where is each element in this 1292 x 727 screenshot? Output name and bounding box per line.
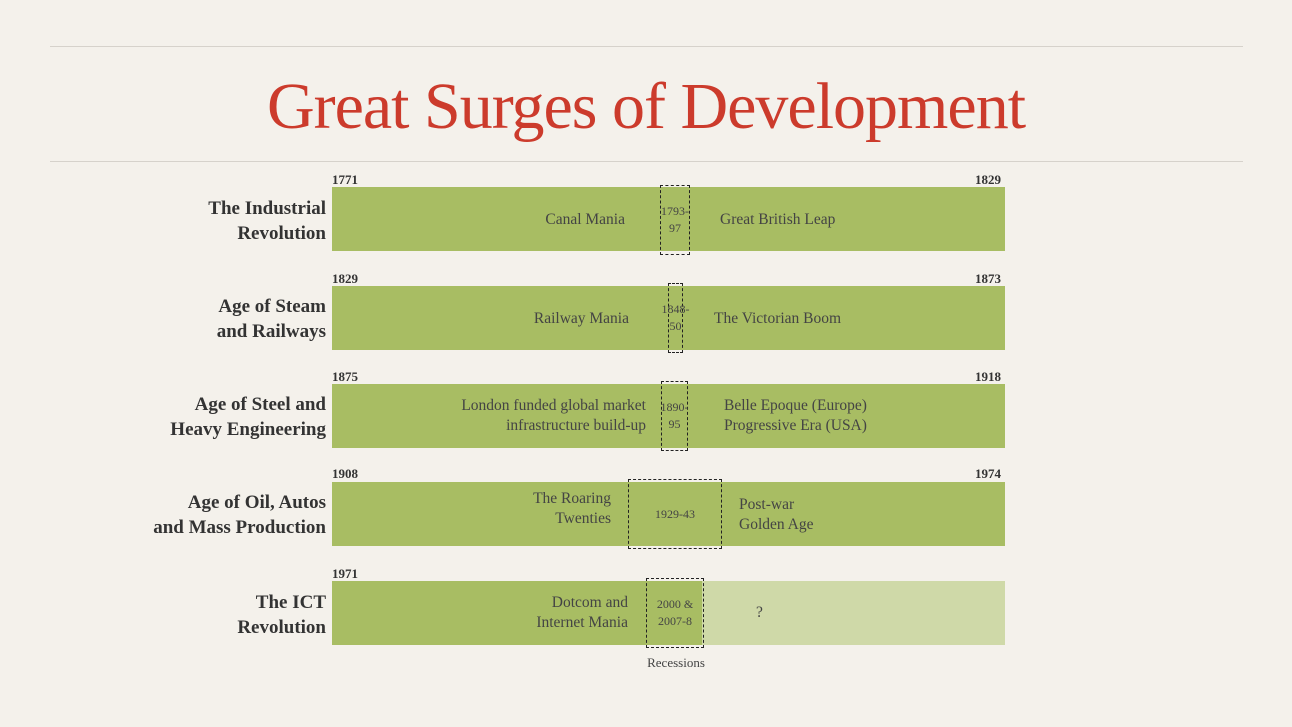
- surge-bar: [332, 187, 1005, 251]
- text-line: infrastructure build-up: [506, 417, 646, 434]
- text-line: The Roaring: [533, 490, 611, 507]
- surge-label: Age of Steel and Heavy Engineering: [46, 392, 326, 442]
- text-line: Railway Mania: [533, 310, 629, 327]
- surge-bar: [332, 384, 1005, 448]
- deployment-phase-text: The Victorian Boom: [714, 309, 841, 329]
- start-year: 1875: [332, 369, 358, 384]
- surge-bar: [332, 482, 1005, 546]
- text-line: Golden Age: [739, 516, 814, 533]
- surge-label: Age of Steam and Railways: [46, 294, 326, 344]
- installation-phase-text: London funded global market infrastructu…: [326, 396, 646, 436]
- end-year: 1829: [975, 172, 1001, 187]
- text-line: Belle Epoque (Europe): [724, 397, 867, 414]
- title-underline: [50, 161, 1243, 162]
- surge-bar: [332, 581, 1005, 645]
- surge-label-line: Age of Steam: [218, 296, 326, 317]
- recession-line: 95: [668, 417, 681, 431]
- text-line: The Victorian Boom: [714, 310, 842, 327]
- deployment-phase-text: Great British Leap: [720, 210, 835, 230]
- surge-label: The ICT Revolution: [46, 590, 326, 640]
- surge-label-line: and Railways: [216, 321, 326, 342]
- text-line: ?: [756, 604, 763, 621]
- surge-label: The Industrial Revolution: [46, 196, 326, 246]
- end-year: 1918: [975, 369, 1001, 384]
- surge-label-line: Age of Steel and: [194, 394, 326, 415]
- start-year: 1829: [332, 271, 358, 286]
- recession-line: 97: [669, 221, 681, 235]
- installation-phase-text: Canal Mania: [325, 210, 625, 230]
- installation-phase-text: The Roaring Twenties: [361, 489, 611, 529]
- recession-line: 2007-8: [658, 614, 692, 628]
- end-year: 1974: [975, 466, 1001, 481]
- end-year: 1873: [975, 271, 1001, 286]
- text-line: Twenties: [555, 510, 611, 527]
- deployment-phase-text: ?: [756, 603, 763, 623]
- text-line: Progressive Era (USA): [724, 417, 867, 434]
- surge-label: Age of Oil, Autos and Mass Production: [46, 490, 326, 540]
- surge-label-line: Age of Oil, Autos: [187, 492, 326, 513]
- recessions-caption: Recessions: [647, 655, 705, 670]
- deployment-phase-text: Belle Epoque (Europe) Progressive Era (U…: [724, 396, 867, 436]
- text-line: Great British Leap: [720, 211, 836, 228]
- text-line: London funded global market: [461, 397, 646, 414]
- recession-box: 1848- 50: [662, 283, 690, 353]
- page-title: Great Surges of Development: [266, 70, 1026, 143]
- future-phase-bar: [702, 581, 1005, 645]
- text-line: Internet Mania: [536, 614, 628, 631]
- recession-line: 1929-43: [655, 506, 695, 521]
- recession-line: 50: [669, 319, 682, 333]
- text-line: Post-war: [739, 496, 795, 513]
- start-year: 1771: [332, 172, 358, 187]
- recession-line: 1848-: [661, 302, 690, 316]
- surge-label-line: The ICT: [255, 592, 326, 613]
- recession-box: 1793- 97: [660, 185, 690, 255]
- recession-line: 1793-: [661, 204, 689, 218]
- text-line: Dotcom and: [551, 594, 628, 611]
- installation-phase-text: Railway Mania: [329, 309, 629, 329]
- recession-box: 1890- 95: [660, 381, 689, 451]
- text-line: Canal Mania: [545, 211, 625, 228]
- recession-line: 2000 &: [656, 597, 694, 611]
- start-year: 1908: [332, 466, 358, 481]
- deployment-phase-text: Post-war Golden Age: [739, 495, 813, 535]
- surge-label-line: Heavy Engineering: [170, 419, 326, 440]
- surge-label-line: The Industrial: [208, 198, 326, 219]
- start-year: 1971: [332, 566, 358, 581]
- top-rule: [50, 46, 1243, 47]
- recession-box: 1929-43: [628, 479, 722, 549]
- surge-label-line: Revolution: [237, 223, 326, 244]
- recession-box: 2000 & 2007-8: [646, 578, 704, 648]
- recession-line: 1890-: [660, 400, 689, 414]
- installation-phase-text: Dotcom and Internet Mania: [378, 593, 628, 633]
- surge-label-line: and Mass Production: [153, 517, 326, 538]
- surge-label-line: Revolution: [237, 617, 326, 638]
